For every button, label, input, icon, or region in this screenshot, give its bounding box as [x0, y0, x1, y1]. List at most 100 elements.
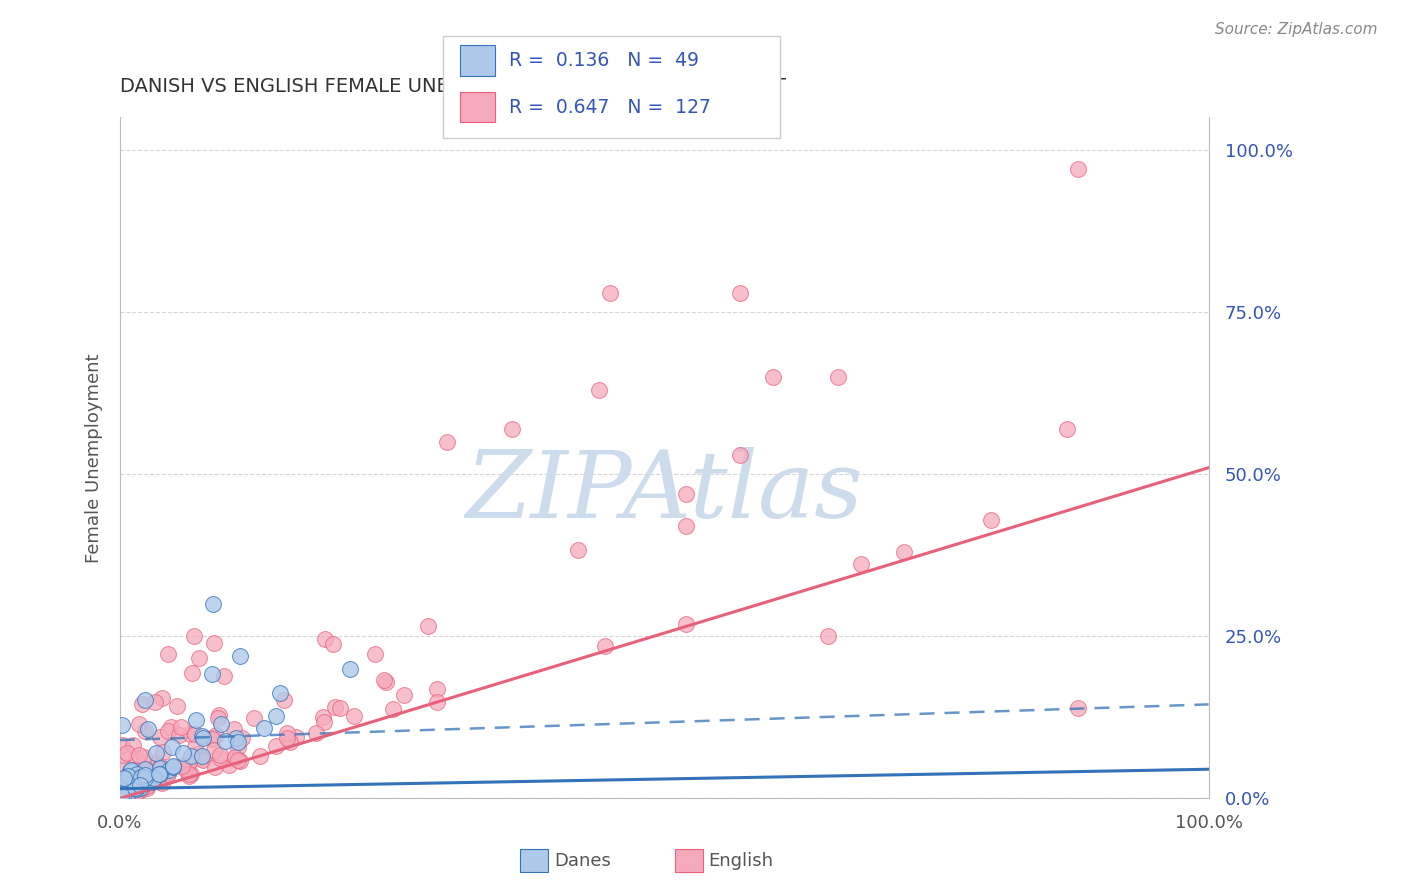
Point	[325, 700, 347, 714]
Point	[160, 720, 183, 734]
Point	[205, 728, 228, 742]
Text: ZIPAtlas: ZIPAtlas	[465, 447, 863, 537]
Point	[382, 701, 405, 715]
Point	[125, 767, 148, 781]
Point	[827, 369, 849, 384]
Point	[179, 755, 201, 769]
Point	[214, 733, 236, 747]
Point	[253, 721, 276, 735]
Point	[204, 760, 226, 774]
Text: Source: ZipAtlas.com: Source: ZipAtlas.com	[1215, 22, 1378, 37]
Point	[187, 651, 209, 665]
Text: Danes: Danes	[554, 852, 610, 870]
Point	[172, 759, 194, 773]
Point	[166, 699, 188, 714]
Point	[266, 709, 288, 723]
Point	[128, 778, 150, 792]
Point	[162, 759, 184, 773]
Point	[122, 780, 145, 794]
Point	[201, 732, 224, 747]
Point	[280, 735, 302, 749]
Point	[142, 771, 165, 785]
Point	[224, 751, 246, 765]
Point	[169, 728, 191, 742]
Point	[152, 769, 174, 783]
Point	[149, 758, 172, 772]
Point	[218, 758, 240, 772]
Point	[172, 746, 194, 760]
Point	[329, 701, 352, 715]
Point	[117, 769, 139, 783]
Point	[124, 750, 146, 764]
Point	[132, 749, 155, 764]
Point	[111, 738, 134, 752]
Point	[111, 758, 134, 772]
Point	[136, 780, 159, 795]
Point	[152, 745, 174, 759]
Point	[141, 775, 163, 789]
Point	[226, 735, 249, 749]
Point	[145, 757, 167, 772]
Point	[111, 787, 134, 801]
Point	[128, 782, 150, 797]
Point	[127, 772, 149, 787]
Point	[392, 689, 415, 703]
Point	[675, 519, 697, 533]
Point	[115, 746, 138, 760]
Point	[817, 629, 839, 643]
Point	[980, 512, 1002, 526]
Point	[136, 780, 159, 794]
Point	[339, 662, 361, 676]
Point	[149, 730, 172, 744]
Point	[501, 422, 523, 436]
Point	[762, 369, 785, 384]
Point	[145, 746, 167, 760]
Point	[184, 740, 207, 755]
Point	[135, 775, 157, 789]
Point	[149, 766, 172, 780]
Point	[1067, 162, 1090, 177]
Point	[343, 709, 366, 723]
Point	[243, 711, 266, 725]
Point	[142, 764, 165, 779]
Point	[180, 748, 202, 763]
Point	[276, 726, 298, 740]
Point	[117, 780, 139, 794]
Point	[134, 772, 156, 786]
Point	[187, 747, 209, 761]
Point	[416, 619, 439, 633]
Point	[893, 545, 915, 559]
Point	[127, 772, 149, 786]
Point	[191, 729, 214, 743]
Point	[312, 714, 335, 729]
Point	[373, 673, 395, 687]
Point	[149, 761, 172, 775]
Point	[851, 558, 873, 572]
Point	[436, 434, 458, 449]
Point	[112, 787, 135, 801]
Point	[111, 717, 134, 731]
Point	[675, 486, 697, 500]
Point	[122, 738, 145, 752]
Point	[730, 448, 752, 462]
Point	[201, 667, 224, 681]
Point	[224, 750, 246, 764]
Point	[599, 285, 621, 300]
Point	[122, 763, 145, 777]
Point	[183, 629, 205, 643]
Point	[177, 755, 200, 769]
Text: R =  0.136   N =  49: R = 0.136 N = 49	[509, 51, 699, 70]
Point	[191, 752, 214, 766]
Point	[184, 727, 207, 741]
Point	[730, 285, 752, 300]
Point	[177, 769, 200, 783]
Point	[114, 774, 136, 789]
Point	[364, 648, 387, 662]
Point	[177, 766, 200, 780]
Point	[305, 726, 328, 740]
Point	[143, 695, 166, 709]
Point	[201, 597, 224, 611]
Point	[375, 674, 398, 689]
Point	[228, 648, 250, 663]
Point	[115, 772, 138, 787]
